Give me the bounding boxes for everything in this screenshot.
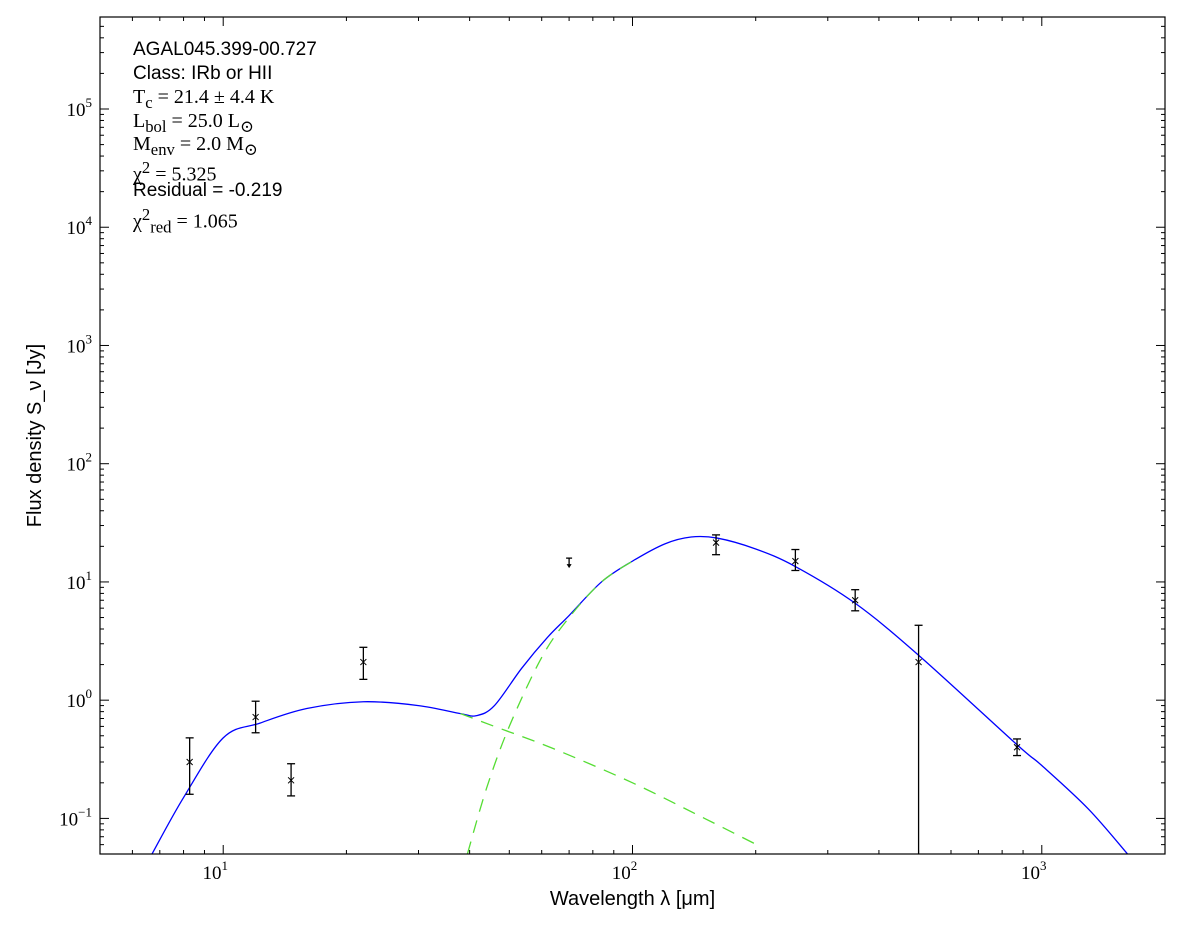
data-point [712, 539, 720, 546]
model-total-line [151, 535, 1129, 854]
annotation-line: Residual = -0.219 [133, 180, 283, 201]
y-tick-exponent: 2 [86, 450, 93, 465]
upper-limit-arrow [566, 564, 572, 569]
y-tick-label: 105 [67, 95, 93, 121]
plot-area [151, 534, 1129, 854]
data-point [1013, 743, 1021, 751]
y-tick-label: 104 [67, 213, 93, 239]
data-point [360, 658, 367, 666]
y-tick-exponent: 0 [86, 686, 93, 701]
y-tick-exponent: 1 [86, 568, 93, 583]
annotation-line: Lbol = 25.0 L⊙ [133, 109, 254, 136]
data-point [851, 596, 859, 604]
data-point [287, 776, 295, 784]
y-tick-label: 101 [67, 568, 93, 594]
annotation-line: χ2red = 1.065 [133, 204, 238, 237]
data-point [252, 713, 259, 721]
model-component-line-2 [466, 560, 633, 854]
y-tick-label: 100 [67, 686, 93, 712]
annotation-line: Class: IRb or HII [133, 62, 273, 84]
x-tick-label: 101 [202, 858, 228, 884]
y-tick-exponent: 5 [86, 95, 93, 110]
model-component-line-1 [460, 712, 759, 847]
annotation-line: Tc = 21.4 ± 4.4 K [133, 86, 275, 112]
data-point [915, 658, 922, 666]
x-tick-label: 102 [612, 858, 638, 884]
data-point [186, 758, 194, 766]
y-tick-label: 103 [67, 331, 93, 357]
data-point [792, 557, 799, 565]
x-tick-exponent: 2 [631, 858, 638, 873]
annotation-line: Menv = 2.0 M⊙ [133, 133, 258, 159]
x-tick-exponent: 1 [221, 858, 228, 873]
x-tick-exponent: 3 [1040, 858, 1047, 873]
y-axis-label: Flux density S_ν [Jy] [24, 344, 46, 527]
annotation-line: AGAL045.399-00.727 [133, 39, 317, 60]
y-tick-label: 102 [67, 450, 93, 476]
annotation-line: χ2 = 5.325 [133, 157, 217, 186]
x-axis-label: Wavelength λ [μm] [550, 888, 715, 910]
y-tick-exponent: 3 [86, 331, 93, 346]
y-tick-exponent: −1 [78, 804, 92, 819]
x-tick-label: 103 [1021, 858, 1047, 884]
y-tick-exponent: 4 [86, 213, 93, 228]
plot-frame [99, 16, 1166, 855]
y-tick-label: 10−1 [59, 804, 92, 830]
